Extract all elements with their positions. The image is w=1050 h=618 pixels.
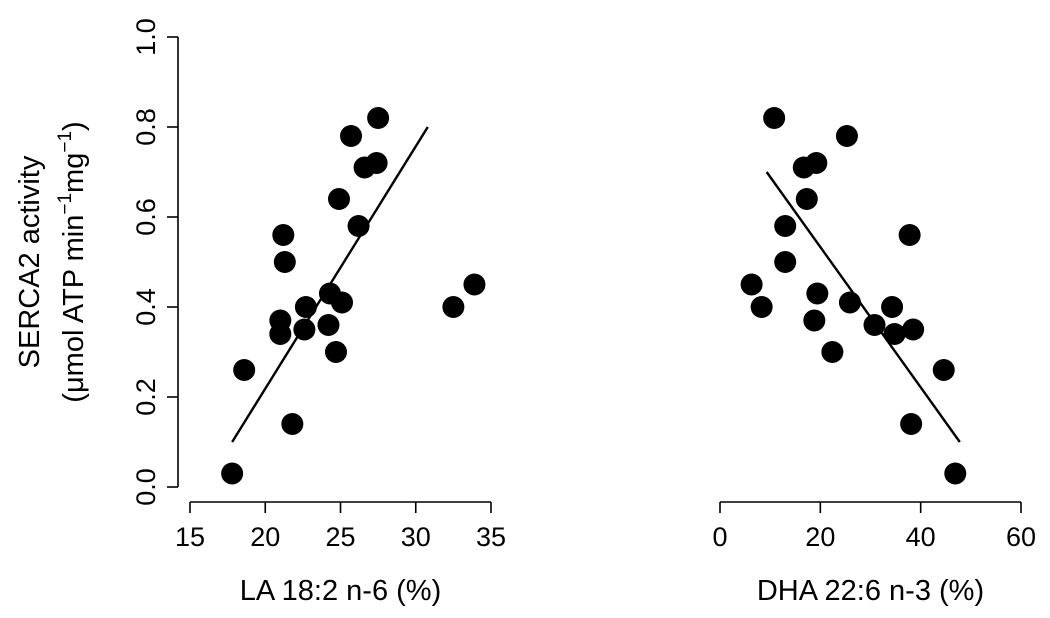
y-axis-title: SERCA2 activity(μmol ATP min−1mg−1): [14, 121, 90, 402]
y-title-segment: (: [58, 393, 90, 403]
x-axis-title: LA 18:2 n-6 (%): [240, 575, 442, 607]
x-tick-label: 60: [1006, 522, 1036, 552]
data-point: [932, 359, 955, 381]
data-point: [898, 224, 921, 246]
x-tick-label: 20: [250, 522, 280, 552]
data-point: [463, 273, 486, 296]
data-point: [273, 251, 296, 273]
y-title-segment: μ: [58, 376, 90, 393]
x-tick-label: 0: [712, 522, 727, 552]
trend-line: [765, 171, 961, 443]
data-point: [347, 215, 370, 237]
data-point: [233, 359, 256, 381]
data-point: [881, 296, 904, 318]
y-axis-title-line1: SERCA2 activity: [14, 155, 46, 368]
x-tick-label: 30: [401, 522, 431, 552]
y-tick-label: 0.6: [131, 198, 161, 236]
data-point: [750, 296, 773, 318]
data-point: [883, 323, 906, 345]
x-tick-label: 40: [906, 522, 936, 552]
data-point: [838, 291, 861, 314]
data-point: [365, 152, 388, 174]
x-axis-title: DHA 22:6 n-3 (%): [757, 575, 984, 607]
y-tick-label: 1.0: [131, 18, 161, 56]
data-point: [340, 125, 363, 147]
data-point: [803, 309, 826, 332]
data-point: [806, 282, 829, 305]
data-point: [327, 188, 350, 210]
data-point: [795, 188, 818, 210]
data-point: [763, 107, 786, 129]
y-title-superscript: −1: [55, 131, 76, 153]
y-title-segment: mol ATP min: [58, 215, 90, 377]
data-point: [294, 296, 317, 318]
x-tick-label: 20: [805, 522, 835, 552]
y-tick-label: 0.2: [131, 378, 161, 416]
data-point: [442, 296, 465, 318]
shared-y-axis: 0.0 0.2 0.4 0.6 0.8 1.0: [131, 18, 179, 506]
data-point: [835, 125, 858, 147]
data-point: [272, 224, 295, 246]
data-point: [221, 462, 244, 485]
data-point: [367, 107, 390, 129]
panel-la: 15 20 25 30 35 LA 18:2 n-6 (%): [175, 107, 506, 607]
y-title-superscript: −1: [55, 193, 76, 215]
data-point: [944, 462, 967, 485]
y-axis-title-line2: (μmol ATP min−1mg−1): [55, 121, 90, 402]
data-point: [774, 251, 797, 273]
data-point: [821, 341, 844, 363]
data-point: [740, 273, 763, 296]
x-tick-label: 35: [476, 522, 506, 552]
y-tick-label: 0.4: [131, 288, 161, 326]
data-point: [902, 318, 925, 341]
data-point: [293, 318, 316, 341]
data-point: [863, 314, 886, 336]
data-point: [324, 341, 347, 363]
data-point: [774, 215, 797, 237]
panel-dha: 0 20 40 60 DHA 22:6 n-3 (%): [712, 107, 1036, 607]
y-tick-label: 0.0: [131, 468, 161, 506]
data-point: [900, 413, 923, 435]
y-title-segment: mg: [58, 153, 90, 193]
data-point: [331, 291, 354, 314]
x-tick-label: 25: [325, 522, 355, 552]
y-tick-label: 0.8: [131, 108, 161, 146]
x-tick-label: 15: [175, 522, 205, 552]
data-point: [805, 152, 828, 174]
y-title-segment: ): [58, 121, 90, 131]
data-point: [269, 323, 292, 345]
data-point: [281, 413, 304, 435]
data-point: [317, 314, 340, 336]
